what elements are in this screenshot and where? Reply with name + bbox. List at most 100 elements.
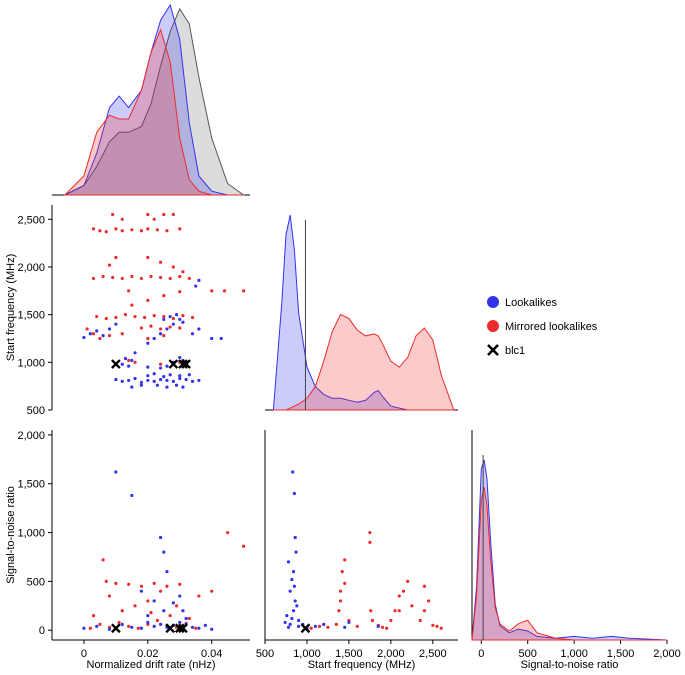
- snr-kde-x-tick-label: 500: [519, 648, 537, 660]
- freq-snr-lookalike-point: [296, 624, 301, 628]
- snr-mirrored-point: [242, 544, 246, 548]
- mirrored-point: [130, 274, 134, 279]
- mirrored-point: [146, 212, 150, 217]
- snr-mirrored-point: [155, 618, 159, 623]
- lookalike-point: [127, 378, 131, 383]
- freq-y-tick-label: 500: [27, 405, 45, 417]
- mirrored-point: [120, 332, 124, 336]
- freq-snr-mirrored-point: [389, 618, 393, 623]
- lookalike-point: [162, 317, 166, 322]
- snr-mirrored-point: [98, 622, 102, 626]
- lookalike-point: [174, 383, 179, 387]
- snr-lookalike-point: [146, 620, 150, 625]
- mirrored-point: [98, 229, 102, 233]
- mirrored-point: [158, 327, 163, 331]
- lookalike-point: [178, 317, 182, 322]
- mirrored-point: [91, 276, 96, 281]
- mirrored-point: [162, 314, 166, 319]
- lookalike-point: [184, 377, 188, 382]
- lookalike-point: [127, 364, 131, 368]
- lookalike-point: [174, 313, 179, 317]
- freq-snr-mirrored-point: [343, 558, 347, 562]
- blc1-marker: [181, 359, 191, 369]
- lookalike-point: [146, 374, 150, 378]
- freq-snr-mirrored-point: [401, 589, 406, 593]
- snr-kde-x-tick-label: 2,000: [653, 648, 681, 660]
- lookalike-point: [107, 327, 112, 331]
- snr-kde-x-tick-label: 1,500: [607, 648, 635, 660]
- blc1-marker: [111, 359, 121, 369]
- lookalike-point: [114, 322, 118, 326]
- freq-snr-lookalike-point: [292, 491, 296, 496]
- mirrored-point: [114, 315, 118, 320]
- freq-kde-mirrored: [273, 313, 455, 411]
- drift-x-tick-label: 0.02: [137, 648, 158, 660]
- snr-lookalike-point: [146, 613, 150, 618]
- freq-snr-mirrored-point: [439, 626, 443, 630]
- freq-y-axis-title: Start frequency (MHz): [5, 254, 17, 362]
- snr-mirrored-point: [136, 626, 140, 630]
- freq-snr-mirrored-point: [393, 609, 397, 613]
- snr-lookalike-point: [184, 616, 188, 621]
- lookalike-point: [152, 372, 156, 376]
- lookalike-point: [133, 376, 137, 381]
- mirrored-point: [162, 212, 166, 217]
- freq-snr-lookalike-point: [376, 624, 380, 628]
- drift-x-tick-label: 0.04: [201, 648, 222, 660]
- snr-lookalike-point: [152, 599, 156, 603]
- freq-snr-lookalike-point: [291, 470, 295, 474]
- lookalike-point: [168, 314, 172, 319]
- snr-mirrored-point: [88, 626, 92, 630]
- mirrored-point: [107, 334, 112, 338]
- blc1-marker: [168, 359, 179, 369]
- freq-snr-x-tick-label: 2,000: [377, 648, 405, 660]
- snr-lookalike-point: [139, 626, 144, 630]
- lookalike-point: [130, 358, 134, 363]
- snr-lookalike-point: [203, 623, 207, 627]
- snr-mirrored-point: [91, 613, 96, 618]
- lookalike-point: [178, 355, 182, 360]
- snr-lookalike-point: [139, 589, 144, 593]
- freq-snr-mirrored-point: [338, 589, 343, 593]
- freq-snr-mirrored-point: [326, 625, 330, 629]
- snr-lookalike-point: [197, 626, 201, 630]
- snr-y-tick-label: 500: [27, 576, 45, 588]
- snr-lookalike-point: [190, 625, 195, 629]
- mirrored-point: [190, 315, 195, 320]
- mirrored-point: [242, 289, 246, 293]
- legend-label: blc1: [505, 345, 525, 357]
- freq-y-tick-label: 1,000: [17, 357, 45, 369]
- mirrored-point: [171, 212, 175, 217]
- mirrored-point: [111, 212, 115, 217]
- snr-blc1-marker: [174, 623, 185, 634]
- snr-lookalike-point: [152, 624, 156, 628]
- lookalike-point: [146, 365, 150, 369]
- snr-mirrored-point: [127, 582, 131, 586]
- snr-y-axis-title: Signal-to-noise ratio: [5, 486, 17, 584]
- lookalike-point: [120, 379, 124, 383]
- lookalike-point: [101, 334, 105, 338]
- freq-snr-mirrored-point: [355, 624, 359, 628]
- lookalike-point: [152, 379, 156, 383]
- snr-mirrored-point: [146, 599, 150, 603]
- freq-snr-mirrored-point: [334, 622, 338, 626]
- freq-snr-x-tick-label: 1,500: [335, 648, 363, 660]
- freq-snr-lookalike-point: [322, 622, 326, 626]
- snr-lookalike-point: [158, 622, 163, 626]
- snr-lookalike-point: [82, 626, 86, 630]
- snr-blc1-marker: [111, 623, 121, 634]
- lookalike-point: [95, 329, 99, 333]
- lookalike-point: [146, 378, 150, 383]
- freq-snr-lookalike-point: [292, 584, 296, 588]
- mirrored-point: [162, 293, 166, 298]
- lookalike-point: [168, 373, 172, 377]
- freq-snr-lookalike-point: [285, 613, 289, 618]
- freq-snr-lookalike-point: [343, 625, 347, 629]
- snr-mirrored-point: [197, 594, 201, 598]
- freq-snr-blc1-marker: [300, 623, 311, 634]
- snr-lookalike-point: [178, 620, 182, 625]
- freq-snr-mirrored-point: [317, 624, 322, 628]
- snr-lookalike-point: [130, 625, 134, 629]
- freq-snr-mirrored-point: [340, 570, 344, 574]
